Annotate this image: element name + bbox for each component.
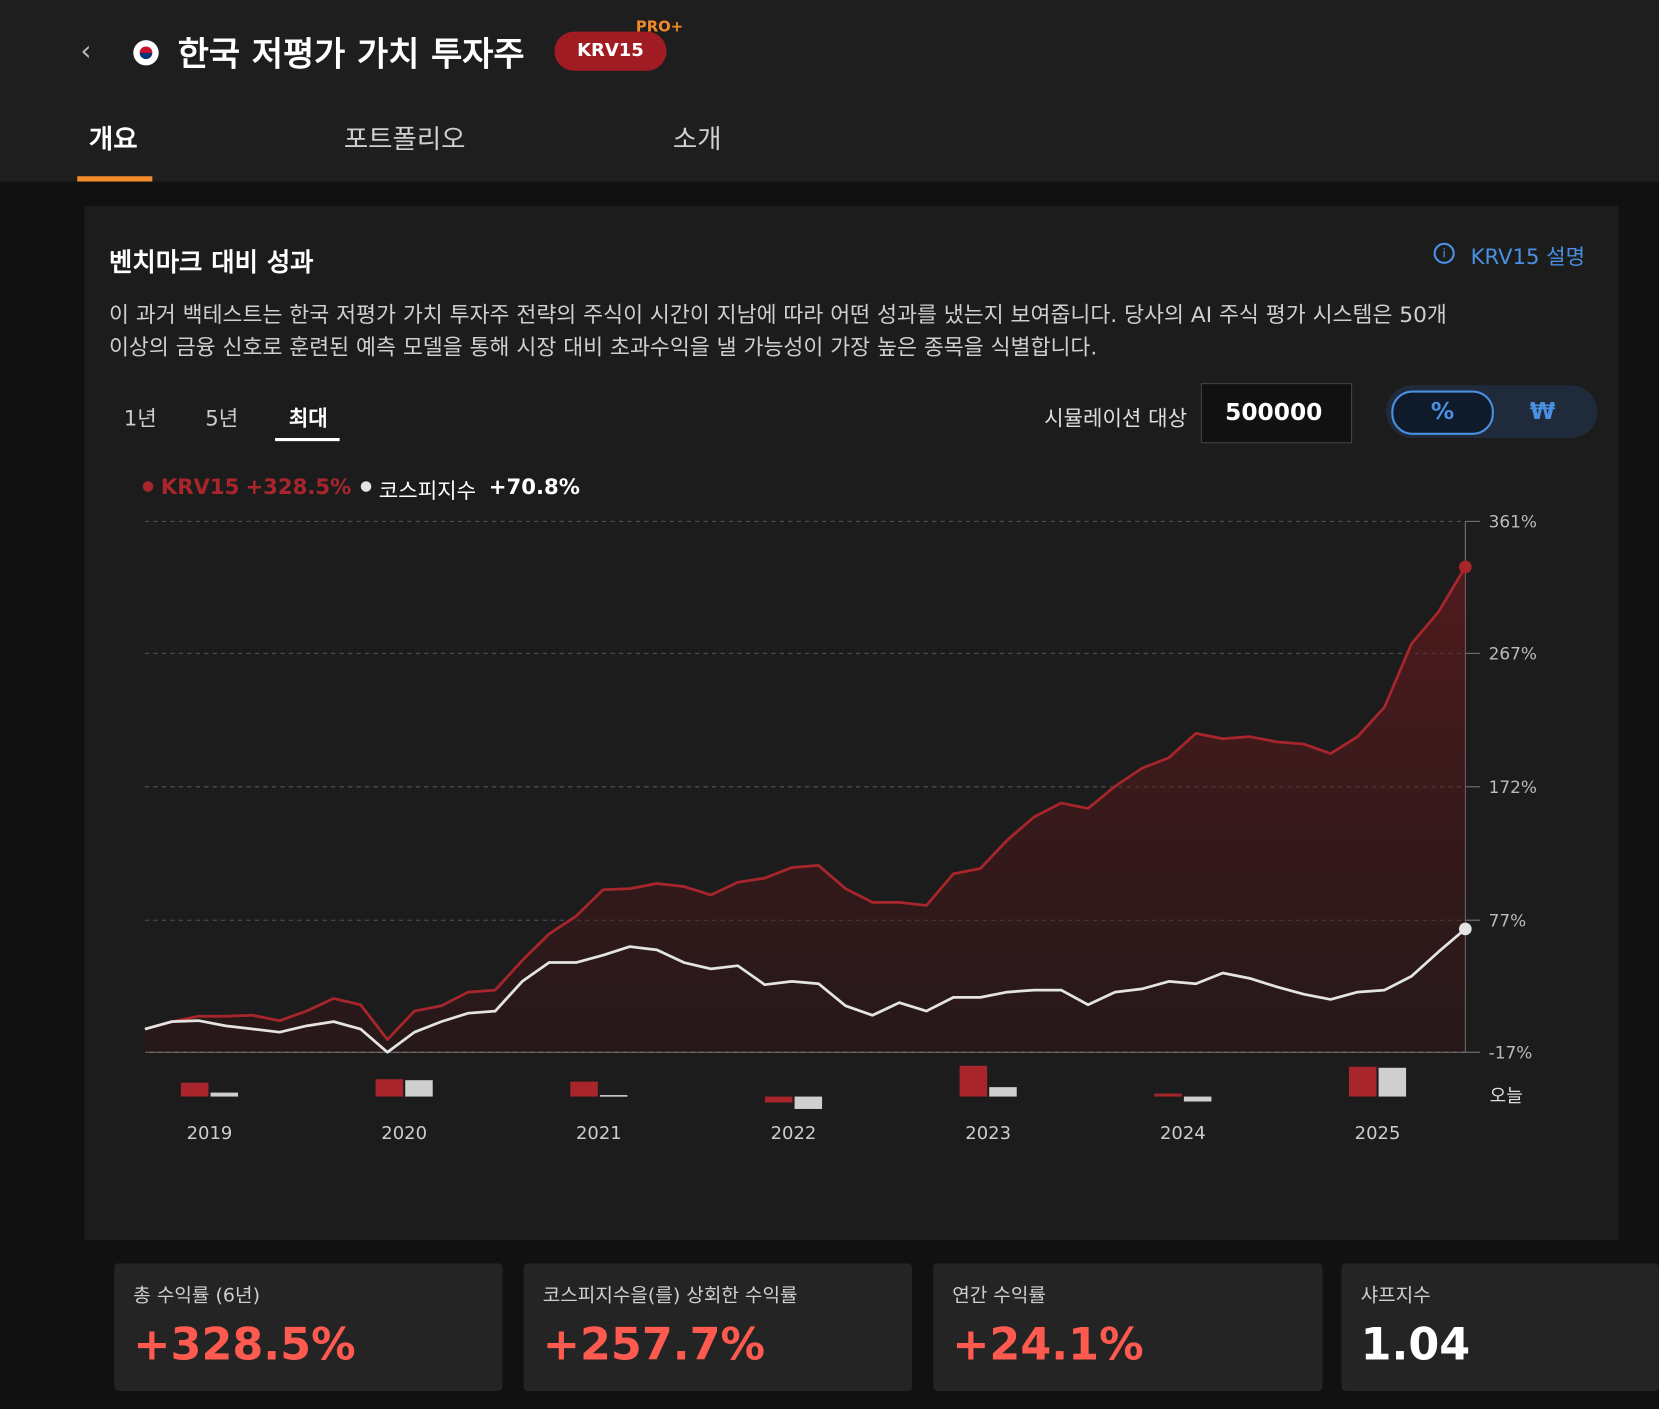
period-button[interactable]: 5년 [205, 405, 239, 431]
back-button[interactable]: ‹ [80, 35, 92, 68]
legend-value: +70.8% [488, 473, 580, 500]
x-tick-label: 2024 [1160, 1123, 1206, 1144]
unit-button[interactable]: ₩ [1529, 398, 1556, 426]
bar [794, 1096, 823, 1109]
end-dot [1458, 922, 1472, 936]
stat-value: +257.7% [542, 1318, 766, 1370]
area [144, 566, 1466, 1053]
flag [133, 40, 159, 66]
stat-value: +328.5% [133, 1318, 356, 1370]
help-link[interactable]: KRV15 설명 [1470, 243, 1586, 270]
stat-card: 총 수익률 (6년) +328.5% [114, 1263, 503, 1392]
end-dot [1458, 560, 1472, 574]
tab[interactable]: 개요 [88, 123, 138, 155]
bar [180, 1082, 209, 1097]
stat-card: 연간 수익률 +24.1% [933, 1263, 1323, 1392]
card-title: 벤치마크 대비 성과 [108, 248, 314, 278]
line [144, 566, 1467, 1041]
period-indicator [275, 437, 340, 442]
period-button[interactable]: 1년 [123, 405, 157, 431]
today-label: 오늘 [1490, 1086, 1523, 1107]
x-tick-label: 2025 [1355, 1123, 1401, 1144]
x-tick-label: 2021 [576, 1123, 622, 1144]
stat-label: 총 수익률 (6년) [133, 1284, 261, 1307]
top-bar [0, 0, 1659, 182]
legend-name: 코스피지수 [378, 478, 477, 504]
stat-value: 1.04 [1360, 1318, 1471, 1370]
x-tick-label: 2023 [965, 1123, 1011, 1144]
bar [1183, 1096, 1212, 1102]
y-tick-label: 267% [1489, 644, 1537, 664]
line [144, 927, 1467, 1054]
page-title: 한국 저평가 가치 투자주 [177, 33, 525, 74]
bar [1154, 1093, 1182, 1097]
stat-label: 연간 수익률 [952, 1284, 1046, 1307]
badge: KRV15 [554, 31, 667, 71]
pro-label: PRO+ [635, 18, 684, 36]
stat-label: 코스피지수을(를) 상회한 수익률 [542, 1284, 798, 1307]
unit-button[interactable]: % [1391, 390, 1494, 435]
stat-label: 샤프지수 [1360, 1284, 1431, 1307]
bar [570, 1081, 598, 1097]
legend-dot [142, 481, 154, 492]
bar [405, 1080, 433, 1097]
simulation-input[interactable]: 500000 [1200, 383, 1353, 444]
bar [375, 1079, 404, 1097]
y-tick-label: 77% [1489, 911, 1527, 931]
period-button[interactable]: 최대 [288, 405, 328, 431]
description-line: 이 과거 백테스트는 한국 저평가 가치 투자주 전략의 주식이 시간이 지남에… [108, 301, 1447, 328]
bar [989, 1087, 1017, 1097]
bar [959, 1065, 988, 1097]
stat-card: 코스피지수을(를) 상회한 수익률 +257.7% [523, 1263, 912, 1392]
help-icon[interactable]: i [1433, 242, 1455, 264]
legend-name: KRV15 [160, 473, 240, 500]
bar [1378, 1067, 1407, 1097]
bar [599, 1095, 628, 1097]
tab-indicator [77, 176, 153, 182]
bar [210, 1092, 239, 1097]
y-tick-label: -17% [1489, 1043, 1533, 1063]
y-tick-label: 172% [1489, 777, 1537, 797]
tab[interactable]: 포트폴리오 [343, 123, 466, 155]
description-line: 이상의 금융 신호로 훈련된 예측 모델을 통해 시장 대비 초과수익을 낼 가… [108, 334, 1098, 360]
tab[interactable]: 소개 [672, 123, 722, 155]
x-tick-label: 2020 [381, 1123, 427, 1144]
stat-value: +24.1% [952, 1318, 1144, 1370]
stat-card: 샤프지수 1.04 [1341, 1263, 1659, 1392]
bar [1348, 1066, 1377, 1097]
legend-dot [360, 481, 372, 492]
y-tick-label: 361% [1489, 512, 1537, 532]
simulation-label: 시뮬레이션 대상 [1044, 405, 1188, 431]
bar [764, 1096, 793, 1103]
x-tick-label: 2022 [771, 1123, 817, 1144]
legend-value: +328.5% [245, 473, 352, 500]
x-tick-label: 2019 [187, 1123, 233, 1144]
